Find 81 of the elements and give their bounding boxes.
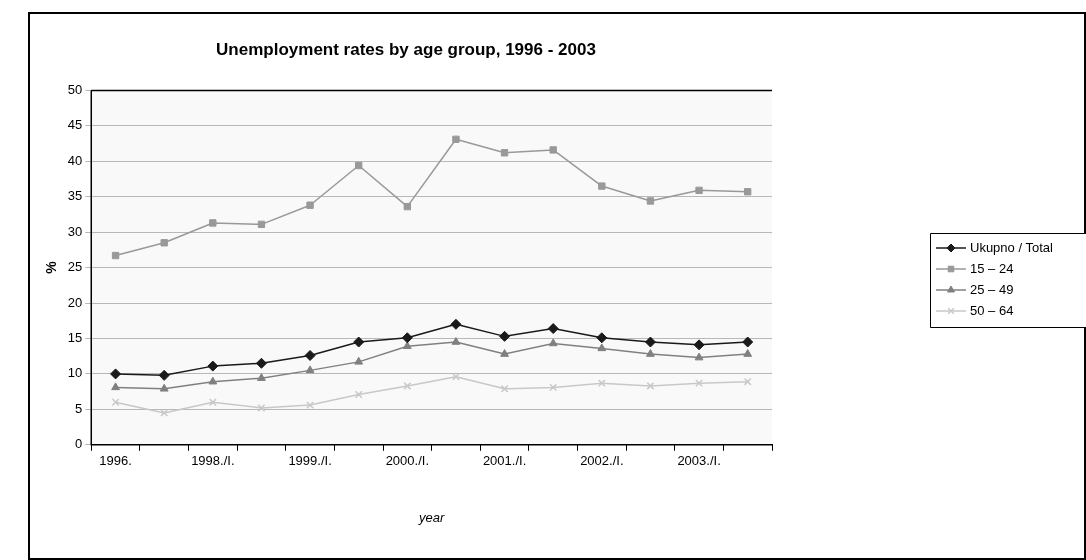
y-tick-label: 5 [75, 400, 83, 416]
legend-label: Ukupno / Total [970, 239, 1053, 255]
point [159, 383, 169, 392]
y-tick-label: 35 [67, 188, 83, 204]
point [500, 149, 509, 157]
point [596, 332, 608, 344]
point [160, 408, 169, 417]
point [500, 384, 509, 393]
point [548, 338, 558, 347]
point [644, 336, 656, 348]
point [160, 239, 168, 247]
x-tick-label: 1998./I. [191, 453, 235, 469]
point [450, 318, 462, 330]
point [402, 341, 412, 350]
point [742, 336, 754, 348]
point [695, 186, 703, 195]
point [452, 135, 460, 143]
legend-label: 50 – 64 [970, 302, 1014, 318]
point [110, 368, 122, 380]
y-tick-label: 30 [67, 223, 83, 239]
point [209, 219, 217, 227]
y-tick-label: 15 [67, 330, 83, 346]
point [500, 349, 509, 357]
point [207, 360, 219, 372]
x-tick-label: 2002./I. [580, 453, 624, 469]
y-tick-label: 20 [67, 294, 83, 310]
point [597, 343, 607, 352]
point [598, 182, 606, 190]
point [354, 390, 363, 399]
point [451, 337, 461, 345]
x-tick-label: 2003./I. [677, 453, 721, 469]
point [549, 383, 558, 392]
point [401, 332, 413, 344]
legend-label: 15 – 24 [970, 260, 1014, 276]
y-tick-label: 50 [67, 81, 83, 97]
point [354, 356, 364, 365]
point [597, 379, 606, 388]
point [208, 398, 217, 407]
point [355, 161, 363, 170]
point [306, 401, 314, 410]
point [306, 201, 314, 209]
chart-title: Unemployment rates by age group, 1996 - 2003 [216, 39, 596, 59]
point [353, 336, 365, 348]
x-tick-label: 2001./I. [482, 453, 527, 469]
point [255, 357, 267, 369]
point [111, 398, 120, 407]
point [693, 339, 705, 351]
point [694, 352, 704, 361]
point [547, 323, 559, 335]
point [646, 197, 655, 205]
point [743, 377, 752, 386]
point [158, 369, 170, 381]
point [743, 349, 753, 357]
point [646, 349, 655, 357]
x-axis-title: year [417, 509, 445, 525]
y-tick-label: 0 [75, 436, 83, 452]
point [111, 251, 120, 260]
point [695, 379, 703, 388]
point [549, 146, 557, 154]
point [646, 382, 655, 390]
point [499, 330, 511, 342]
y-tick-label: 25 [67, 259, 83, 275]
point [257, 373, 266, 381]
y-tick-label: 45 [67, 117, 83, 133]
point [744, 188, 752, 196]
y-axis-title: % [43, 260, 60, 274]
point [111, 382, 120, 391]
point [257, 220, 266, 229]
y-tick-label: 40 [67, 152, 83, 168]
point [208, 376, 218, 385]
x-tick-label: 2000./I. [385, 453, 430, 469]
point [403, 202, 411, 211]
point [257, 404, 266, 412]
point [403, 382, 412, 390]
x-tick-label: 1996. [99, 453, 132, 469]
y-tick-label: 10 [67, 365, 83, 381]
x-tick-label: 1999./I. [288, 453, 332, 469]
point [304, 349, 316, 361]
point [452, 372, 460, 381]
legend-label: 25 – 49 [970, 281, 1014, 297]
point [305, 365, 315, 374]
